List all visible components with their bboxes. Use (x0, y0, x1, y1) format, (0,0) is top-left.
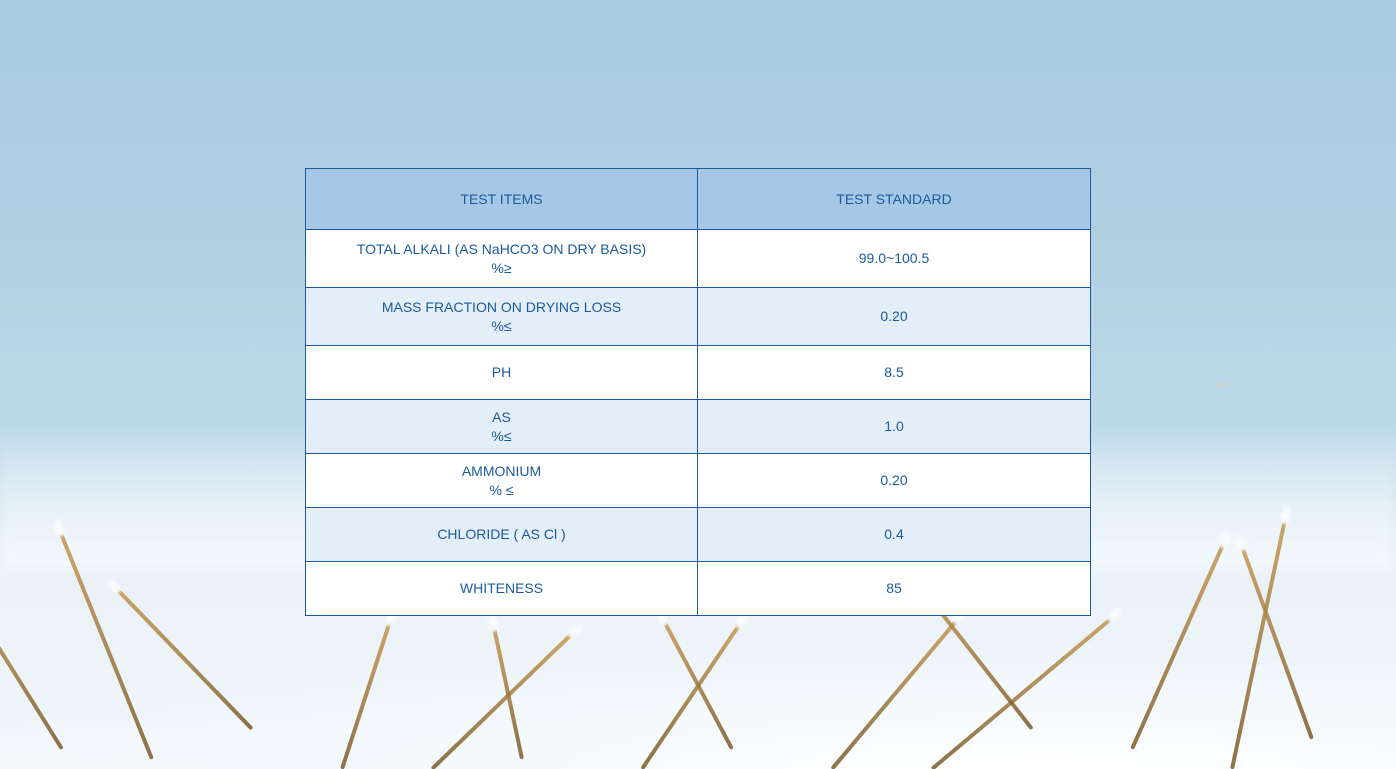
cell-item: PH (306, 345, 698, 399)
table-header-row: TEST ITEMS TEST STANDARD (306, 169, 1090, 229)
page-background: TEST ITEMS TEST STANDARD TOTAL ALKALI (A… (0, 0, 1396, 769)
cell-standard: 99.0~100.5 (698, 229, 1090, 287)
table-row: TOTAL ALKALI (AS NaHCO3 ON DRY BASIS) %≥… (306, 229, 1090, 287)
cell-standard: 8.5 (698, 345, 1090, 399)
header-test-items: TEST ITEMS (306, 169, 698, 229)
cell-item: CHLORIDE ( AS Cl ) (306, 507, 698, 561)
cell-standard: 85 (698, 561, 1090, 615)
table-row: CHLORIDE ( AS Cl ) 0.4 (306, 507, 1090, 561)
cell-item: AS %≤ (306, 399, 698, 453)
table-row: AMMONIUM % ≤ 0.20 (306, 453, 1090, 507)
cell-standard: 0.20 (698, 287, 1090, 345)
cell-standard: 0.20 (698, 453, 1090, 507)
table-row: WHITENESS 85 (306, 561, 1090, 615)
cell-item: WHITENESS (306, 561, 698, 615)
cell-item: AMMONIUM % ≤ (306, 453, 698, 507)
table-row: PH 8.5 (306, 345, 1090, 399)
spec-table: TEST ITEMS TEST STANDARD TOTAL ALKALI (A… (305, 168, 1091, 616)
cell-item: MASS FRACTION ON DRYING LOSS %≤ (306, 287, 698, 345)
header-test-standard: TEST STANDARD (698, 169, 1090, 229)
cell-standard: 1.0 (698, 399, 1090, 453)
cell-item: TOTAL ALKALI (AS NaHCO3 ON DRY BASIS) %≥ (306, 229, 698, 287)
table-row: MASS FRACTION ON DRYING LOSS %≤ 0.20 (306, 287, 1090, 345)
table-row: AS %≤ 1.0 (306, 399, 1090, 453)
sky-speck (1215, 382, 1227, 388)
cell-standard: 0.4 (698, 507, 1090, 561)
